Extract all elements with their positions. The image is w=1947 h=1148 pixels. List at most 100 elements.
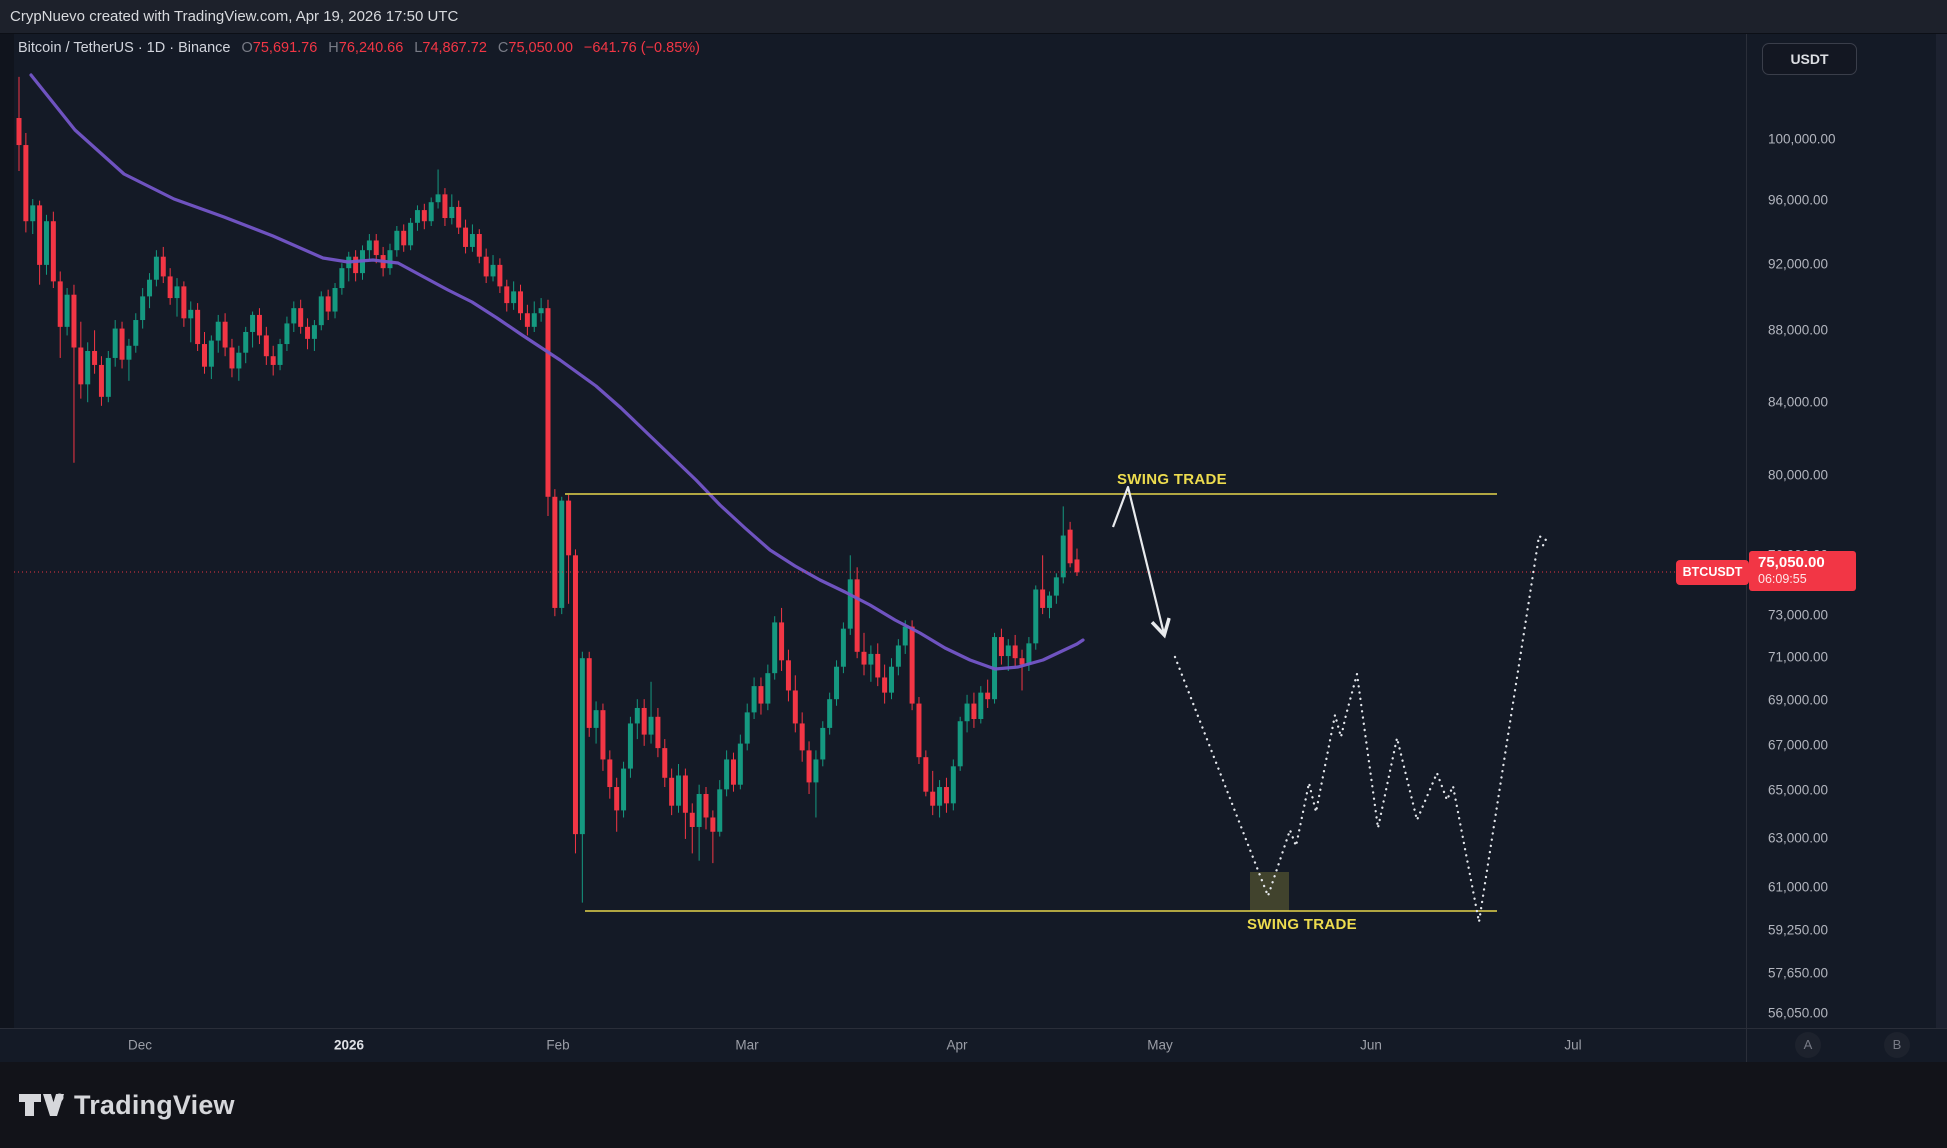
- candle-body: [85, 350, 91, 385]
- candle-body: [806, 750, 812, 783]
- candle-body: [895, 645, 901, 667]
- candle-body: [208, 340, 214, 367]
- candle-body: [572, 555, 578, 835]
- candle-body: [332, 288, 338, 312]
- candle-body: [112, 328, 118, 358]
- candle-body: [1053, 577, 1059, 596]
- candle-body: [1005, 645, 1011, 657]
- candle-body: [1012, 645, 1018, 659]
- candle-body: [813, 759, 819, 783]
- candle-body: [153, 256, 159, 280]
- last-price-value: 75,050.00: [1758, 554, 1825, 571]
- candle-body: [868, 653, 874, 665]
- candle-body: [256, 314, 262, 336]
- candle-body: [408, 222, 414, 246]
- price-tick-label: 73,000.00: [1768, 607, 1829, 623]
- candle-body: [181, 286, 187, 319]
- left-gutter: [0, 34, 14, 1028]
- candle-body: [607, 759, 613, 788]
- candle-body: [820, 727, 826, 760]
- candle-body: [785, 660, 791, 691]
- candle-body: [250, 314, 256, 332]
- price-axis[interactable]: 100,000.00 96,000.00 92,000.00 88,000.00 84,…: [1746, 34, 1947, 1028]
- axis-corner-button-b[interactable]: B: [1884, 1032, 1910, 1058]
- candle-body: [126, 345, 132, 360]
- candle-body: [524, 313, 530, 327]
- candle-body: [614, 787, 620, 811]
- candle-body: [586, 658, 592, 728]
- candle-body: [792, 690, 798, 724]
- candle-body: [641, 707, 647, 735]
- candle-body: [717, 789, 723, 832]
- candle-body: [298, 308, 304, 327]
- candle-body: [188, 309, 194, 319]
- candle-body: [559, 500, 565, 608]
- candle-body: [215, 321, 221, 341]
- tradingview-logo[interactable]: TradingView: [18, 1090, 235, 1121]
- candle-body: [765, 673, 771, 704]
- time-axis[interactable]: Dec 2026 Feb Mar Apr May Jun Jul: [0, 1028, 1947, 1062]
- candle-body: [957, 721, 963, 767]
- candle-body: [909, 626, 915, 704]
- candle-body: [1040, 589, 1046, 608]
- time-tick-label: May: [1147, 1037, 1173, 1053]
- swing-trade-label-lower[interactable]: SWING TRADE: [1247, 916, 1357, 933]
- candle-body: [600, 710, 606, 760]
- candle-body: [37, 205, 43, 265]
- axis-corner-button-a[interactable]: A: [1795, 1032, 1821, 1058]
- footer-bar: TradingView: [0, 1062, 1947, 1148]
- candle-body: [463, 227, 469, 247]
- close-value: 75,050.00: [508, 40, 573, 56]
- candle-body: [950, 766, 956, 804]
- candle-body: [483, 256, 489, 277]
- candle-body: [1033, 589, 1039, 644]
- high-value: 76,240.66: [338, 40, 404, 56]
- candle-body: [305, 326, 311, 339]
- candle-body: [442, 194, 448, 219]
- open-value: 75,691.76: [252, 40, 318, 56]
- candle-body: [421, 210, 427, 222]
- price-tick-label: 100,000.00: [1768, 131, 1836, 147]
- time-tick-label: Jun: [1360, 1037, 1382, 1053]
- projection-path[interactable]: [1173, 534, 1548, 924]
- candle-body: [92, 350, 98, 365]
- candle-body: [545, 308, 551, 497]
- down-arrow[interactable]: [1111, 485, 1164, 634]
- time-tick-label: Feb: [546, 1037, 570, 1053]
- candle-body: [394, 230, 400, 251]
- candle-body: [1067, 529, 1073, 564]
- price-tick-label: 61,000.00: [1768, 879, 1829, 895]
- tradingview-logo-icon: [19, 1093, 64, 1116]
- entry-zone-box: [1250, 872, 1289, 911]
- swing-trade-label-upper[interactable]: SWING TRADE: [1117, 471, 1227, 488]
- candle-body: [1060, 535, 1066, 578]
- candle-body: [476, 234, 482, 257]
- candle-body: [923, 757, 929, 792]
- candle-body: [627, 723, 633, 769]
- candle-body: [552, 496, 558, 608]
- candle-body: [229, 347, 235, 369]
- candle-body: [105, 357, 111, 397]
- price-tick-label: 65,000.00: [1768, 782, 1829, 798]
- time-tick-label: Dec: [127, 1037, 153, 1053]
- candle-body: [847, 579, 853, 629]
- candle-body: [78, 347, 84, 385]
- moving-average-line: [29, 73, 1085, 671]
- candle-body: [669, 777, 675, 806]
- candle-body: [655, 716, 661, 749]
- candle-body: [943, 787, 949, 804]
- candle-body: [147, 279, 153, 297]
- candle-body: [531, 313, 537, 327]
- symbol-title[interactable]: Bitcoin / TetherUS · 1D · Binance: [18, 40, 231, 56]
- candle-body: [902, 626, 908, 646]
- candle-body: [133, 320, 139, 346]
- candle-body: [387, 250, 393, 269]
- price-tick-label: 88,000.00: [1768, 322, 1829, 338]
- candle-body: [703, 794, 709, 818]
- bar-countdown: 06:09:55: [1758, 572, 1807, 586]
- currency-toggle-button[interactable]: USDT: [1762, 43, 1857, 75]
- candle-body: [263, 335, 269, 357]
- high-label: H: [328, 40, 339, 56]
